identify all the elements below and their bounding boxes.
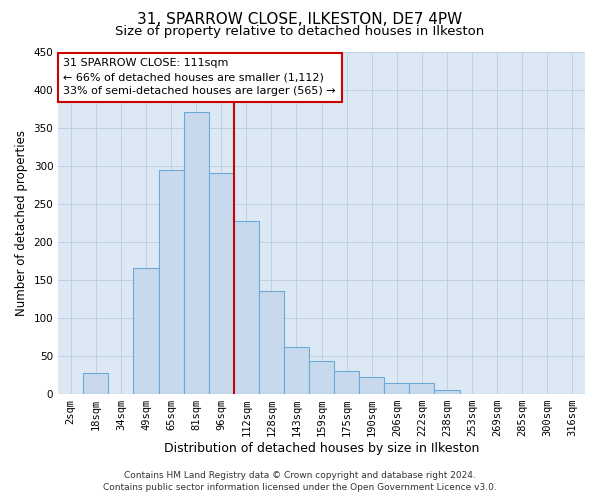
Bar [133,268,158,394]
Bar [434,390,460,394]
Bar [234,220,259,394]
Bar [334,371,359,394]
Bar [284,347,309,394]
Bar [385,384,409,394]
Bar [259,292,284,394]
Y-axis label: Number of detached properties: Number of detached properties [15,130,28,316]
Text: 31, SPARROW CLOSE, ILKESTON, DE7 4PW: 31, SPARROW CLOSE, ILKESTON, DE7 4PW [137,12,463,28]
Bar [184,112,209,394]
Bar [83,373,109,394]
Text: 31 SPARROW CLOSE: 111sqm
← 66% of detached houses are smaller (1,112)
33% of sem: 31 SPARROW CLOSE: 111sqm ← 66% of detach… [64,58,336,96]
Bar [309,362,334,394]
Bar [359,376,385,394]
Text: Size of property relative to detached houses in Ilkeston: Size of property relative to detached ho… [115,25,485,38]
Bar [209,174,234,394]
Text: Contains HM Land Registry data © Crown copyright and database right 2024.
Contai: Contains HM Land Registry data © Crown c… [103,471,497,492]
Bar [409,382,434,394]
X-axis label: Distribution of detached houses by size in Ilkeston: Distribution of detached houses by size … [164,442,479,455]
Bar [158,170,184,394]
